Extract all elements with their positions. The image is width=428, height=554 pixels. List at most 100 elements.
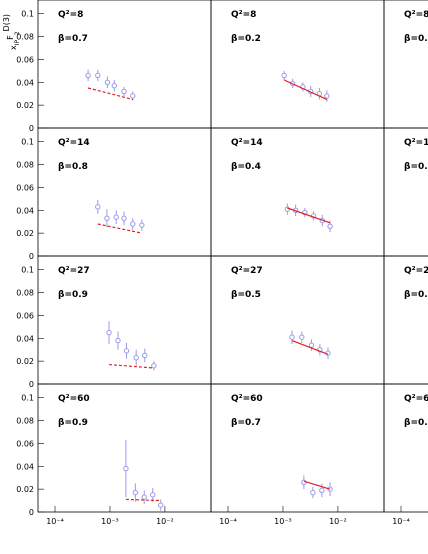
y-axis-title-part: 2 [14, 31, 21, 35]
y-tick-label: 0.02 [16, 229, 34, 238]
data-point [95, 72, 101, 79]
panel-frame [383, 255, 428, 385]
x-tick-label: 10⁻² [329, 517, 347, 526]
beta-label: β=0.7 [231, 418, 261, 428]
x-tick-label: 10⁻³ [274, 517, 292, 526]
data-point [123, 348, 130, 354]
q-label: Q²=8 [404, 10, 428, 20]
y-tick-label: 0 [29, 380, 34, 389]
q-label: Q²=27 [231, 266, 263, 276]
y-tick-label: 0 [29, 252, 34, 261]
x-tick-label: 10⁻² [156, 517, 174, 526]
data-point [121, 215, 127, 221]
data-point [308, 342, 315, 348]
beta-label: β=0.2 [231, 34, 261, 44]
y-tick-label: 0.06 [16, 311, 34, 320]
q-label: Q²=8 [231, 10, 256, 20]
data-point [310, 489, 316, 496]
x-tick-label: 10⁻⁴ [46, 517, 64, 526]
x-tick-label: 10⁻³ [101, 517, 119, 526]
data-point [130, 221, 136, 227]
q-label: Q²=60 [58, 394, 90, 404]
q-label: Q²=14 [58, 138, 90, 148]
q-label: Q²=2 [404, 266, 428, 276]
y-tick-label: 0.08 [16, 289, 34, 298]
panel-frame [383, 383, 428, 513]
beta-label: β=0.5 [231, 290, 261, 300]
y-tick-label: 0.04 [16, 78, 34, 87]
y-tick-label: 0.04 [16, 206, 34, 215]
y-tick-label: 0.02 [16, 357, 34, 366]
data-point [151, 363, 157, 369]
beta-label: β=0.9 [58, 418, 88, 428]
data-point [139, 222, 145, 228]
data-point [142, 352, 148, 359]
q-label: Q²=1 [404, 138, 428, 148]
data-point [324, 93, 330, 99]
beta-label: β=0.8 [58, 162, 88, 172]
y-tick-label: 0.1 [21, 394, 34, 403]
model-line [303, 480, 331, 490]
data-point [123, 465, 129, 472]
y-axis-title-part: D(3) [2, 14, 11, 32]
y-tick-label: 0 [29, 508, 34, 517]
y-tick-label: 0.08 [16, 161, 34, 170]
y-axis-title: xIPF2D(3) [2, 14, 21, 50]
data-point [104, 215, 110, 221]
data-point [121, 88, 127, 95]
data-point [301, 479, 307, 485]
data-point [319, 487, 325, 493]
y-tick-label: 0.02 [16, 485, 34, 494]
model-line [291, 340, 329, 355]
model-line [87, 87, 133, 101]
beta-label: β=0.2 [404, 290, 428, 300]
beta-label: β=0.4 [231, 162, 261, 172]
y-tick-label: 0.06 [16, 55, 34, 64]
y-axis-title-part: F [6, 35, 15, 40]
model-line [97, 223, 142, 234]
data-point [111, 83, 118, 89]
data-point [289, 334, 295, 340]
data-point [133, 355, 139, 361]
data-point [106, 329, 112, 336]
q-label: Q²=14 [231, 138, 263, 148]
data-point [115, 337, 121, 344]
q-label: Q²=60 [231, 394, 263, 404]
y-tick-label: 0.1 [21, 138, 34, 147]
x-tick-label: 10⁻⁴ [392, 517, 410, 526]
data-point [299, 334, 305, 340]
q-label: Q²=27 [58, 266, 90, 276]
data-point [141, 494, 147, 500]
y-tick-label: 0.02 [16, 101, 34, 110]
beta-label: β=0.7 [58, 34, 88, 44]
beta-label: β=0.1 [404, 162, 428, 172]
data-point [158, 502, 164, 508]
data-point [130, 93, 136, 99]
y-tick-label: 0.06 [16, 439, 34, 448]
data-point [327, 223, 333, 229]
q-label: Q²=8 [58, 10, 83, 20]
beta-label: β=0.3 [404, 418, 428, 428]
model-line [108, 363, 154, 369]
model-line [287, 207, 331, 224]
y-tick-label: 0.06 [16, 183, 34, 192]
beta-label: β=0.0 [404, 34, 428, 44]
panel-frame [383, 0, 428, 129]
y-tick-label: 0.1 [21, 266, 34, 275]
y-tick-label: 0.04 [16, 334, 34, 343]
y-axis-title-part: x [9, 45, 18, 50]
x-tick-label: 10⁻⁴ [219, 517, 237, 526]
data-point [132, 489, 139, 496]
beta-label: β=0.9 [58, 290, 88, 300]
data-point [95, 204, 101, 210]
y-tick-label: 0.08 [16, 417, 34, 426]
y-tick-label: 0.04 [16, 462, 34, 471]
data-point [113, 214, 119, 220]
y-tick-label: 0.1 [21, 10, 34, 19]
model-line [125, 498, 161, 502]
model-line [283, 79, 328, 100]
data-point [85, 72, 91, 79]
panel-frame [383, 127, 428, 257]
